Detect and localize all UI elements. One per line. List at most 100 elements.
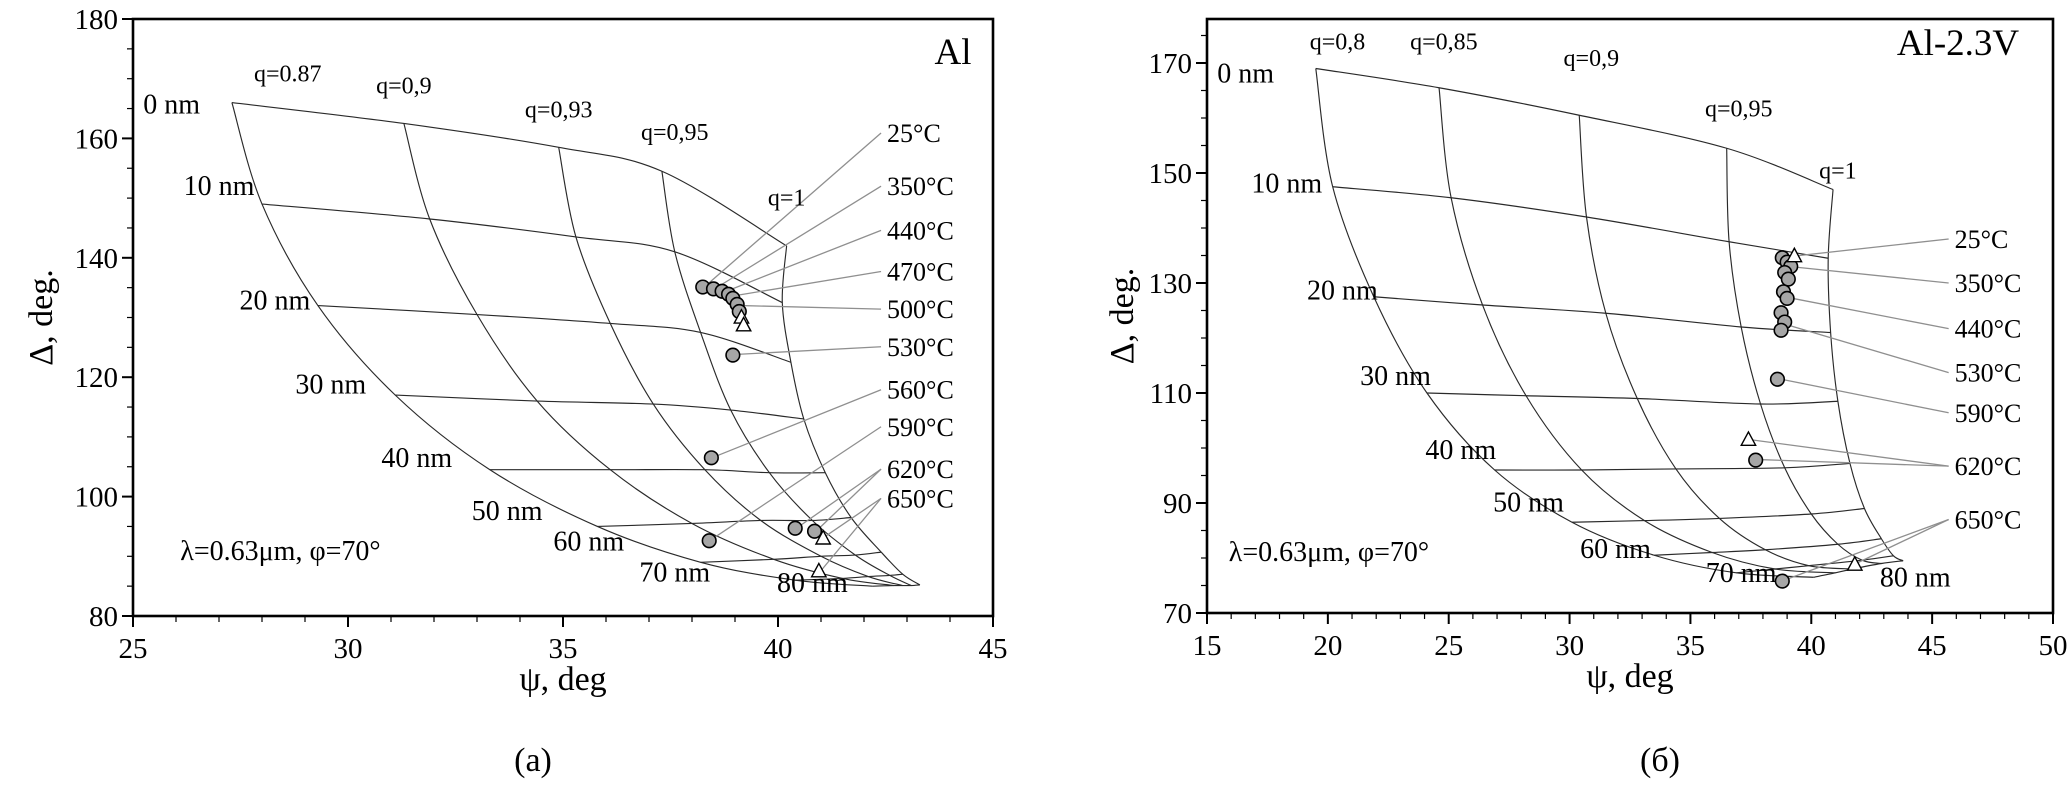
chart-al-canvas: 25 30 35 40 45 80 100 120 140 160 180 ψ, deg Δ, deg.…	[23, 4, 1008, 698]
leader-line-620°C	[1758, 458, 1949, 467]
q-label: q=0,8	[1310, 29, 1366, 55]
q-label: q=0,9	[1564, 46, 1620, 72]
leader-line-25°C	[1784, 238, 1949, 258]
q-label: q=0,93	[525, 98, 593, 124]
data-point-circle	[725, 347, 741, 363]
x-tick-label: 35	[1676, 630, 1705, 662]
thickness-curve-60nm	[700, 551, 882, 563]
thickness-label: 60 nm	[1580, 534, 1651, 565]
chart-al-2-3v-canvas: 15 20 25 30 35 40 45 50 70 90 110 130 150 170 ψ, deg Δ,…	[1104, 17, 2067, 695]
q-curve-0.8	[1315, 68, 1814, 578]
x-tick-label: 30	[1555, 630, 1584, 662]
q-curve-0.95	[661, 171, 912, 587]
data-point-circle	[1773, 322, 1789, 338]
thickness-label: 30 nm	[295, 369, 366, 400]
data-point-circle	[1769, 371, 1786, 387]
thickness-label: 80 nm	[1880, 563, 1951, 594]
q-label: q=0,9	[376, 74, 432, 100]
thickness-curve-20nm	[1373, 296, 1831, 334]
data-point-circle	[1748, 452, 1764, 468]
q-label: q=1	[1819, 159, 1857, 185]
thickness-curve-30nm	[395, 394, 804, 420]
x-tick-label: 30	[334, 633, 363, 665]
thickness-label: 50 nm	[472, 496, 543, 527]
data-point-circle	[1774, 573, 1790, 589]
thickness-curve-30nm	[1426, 392, 1838, 405]
plot-border	[1205, 17, 2055, 615]
thickness-curve-70nm	[1736, 555, 1894, 574]
temp-label: 440°C	[887, 216, 954, 245]
thickness-label: 70 nm	[1706, 558, 1777, 589]
x-tick-label: 35	[549, 633, 578, 665]
thickness-curve-70nm	[795, 573, 903, 581]
leader-line-560°C	[713, 389, 882, 458]
q-label: q=1	[768, 185, 806, 211]
thickness-label: 30 nm	[1360, 361, 1431, 392]
leader-line-590°C	[710, 426, 882, 541]
data-point-circle	[787, 520, 803, 536]
temp-label: 25°C	[887, 119, 941, 148]
q-curve-0.9	[1578, 115, 1853, 570]
y-tick-label: 170	[1149, 48, 1193, 80]
temp-label: 650°C	[887, 484, 954, 513]
thickness-label: 80 nm	[777, 568, 848, 599]
x-tick-label: 25	[1434, 630, 1463, 662]
q-label: q=0,85	[1410, 29, 1478, 55]
q-label: q=0.87	[254, 62, 322, 88]
data-point-circle	[703, 450, 719, 466]
leader-line-440°C	[1786, 296, 1949, 330]
data-point-triangle	[1785, 246, 1803, 263]
thickness-curve-10nm	[261, 203, 783, 304]
x-tick-label: 45	[1918, 630, 1947, 662]
data-point-circle	[701, 533, 717, 549]
temp-label: 350°C	[887, 172, 954, 201]
temp-label: 470°C	[887, 258, 954, 287]
y-tick-label: 90	[1163, 488, 1192, 520]
thickness-label: 40 nm	[1425, 435, 1496, 466]
temp-label: 620°C	[887, 455, 954, 484]
data-point-circle	[1780, 271, 1796, 287]
y-tick-label: 140	[75, 243, 119, 275]
y-tick-label: 120	[75, 362, 119, 394]
leader-line-620°C	[796, 468, 882, 529]
leader-line-620°C	[816, 468, 882, 532]
thickness-label: 20 nm	[1307, 276, 1378, 307]
data-point-circle	[1779, 290, 1795, 307]
q-label: q=0,95	[641, 120, 709, 146]
temp-label: 620°C	[1955, 452, 2022, 481]
x-axis-title: ψ, deg	[519, 661, 606, 698]
chart-title: Al	[935, 32, 972, 73]
data-point-circle	[806, 523, 823, 539]
data-point-triangle	[1846, 555, 1864, 571]
x-tick-label: 40	[764, 633, 793, 665]
y-tick-label: 150	[1149, 158, 1193, 190]
thickness-label: 60 nm	[553, 526, 624, 557]
y-axis-title: Δ, deg.	[1104, 268, 1141, 364]
thickness-label: 40 nm	[381, 443, 452, 474]
thickness-curve-0nm	[231, 102, 787, 247]
y-tick-label: 80	[89, 601, 118, 633]
caption-a: (а)	[514, 742, 552, 779]
thickness-curve-10nm	[1332, 186, 1829, 259]
data-point-triangle	[1740, 430, 1757, 447]
y-tick-label: 180	[75, 4, 119, 36]
caption-b: (б)	[1640, 742, 1680, 779]
thickness-curve-50nm	[1571, 507, 1865, 523]
q-label: q=0,95	[1705, 96, 1773, 122]
conditions-annotation: λ=0.63μm, φ=70°	[180, 536, 380, 567]
thickness-curve-50nm	[597, 516, 852, 528]
thickness-label: 10 nm	[184, 171, 255, 202]
data-point-triangle	[735, 315, 752, 332]
temp-label: 500°C	[887, 295, 954, 324]
thickness-label: 0 nm	[143, 89, 200, 120]
leader-line-530°C	[1783, 323, 1949, 374]
leader-line-470°C	[732, 270, 882, 297]
y-tick-label: 70	[1163, 598, 1192, 630]
x-tick-label: 45	[979, 633, 1008, 665]
y-tick-label: 110	[1150, 378, 1192, 410]
x-tick-label: 15	[1193, 630, 1222, 662]
thickness-curve-60nm	[1654, 538, 1882, 556]
leader-line-350°C	[1789, 265, 1949, 284]
leader-line-650°C	[822, 497, 882, 539]
